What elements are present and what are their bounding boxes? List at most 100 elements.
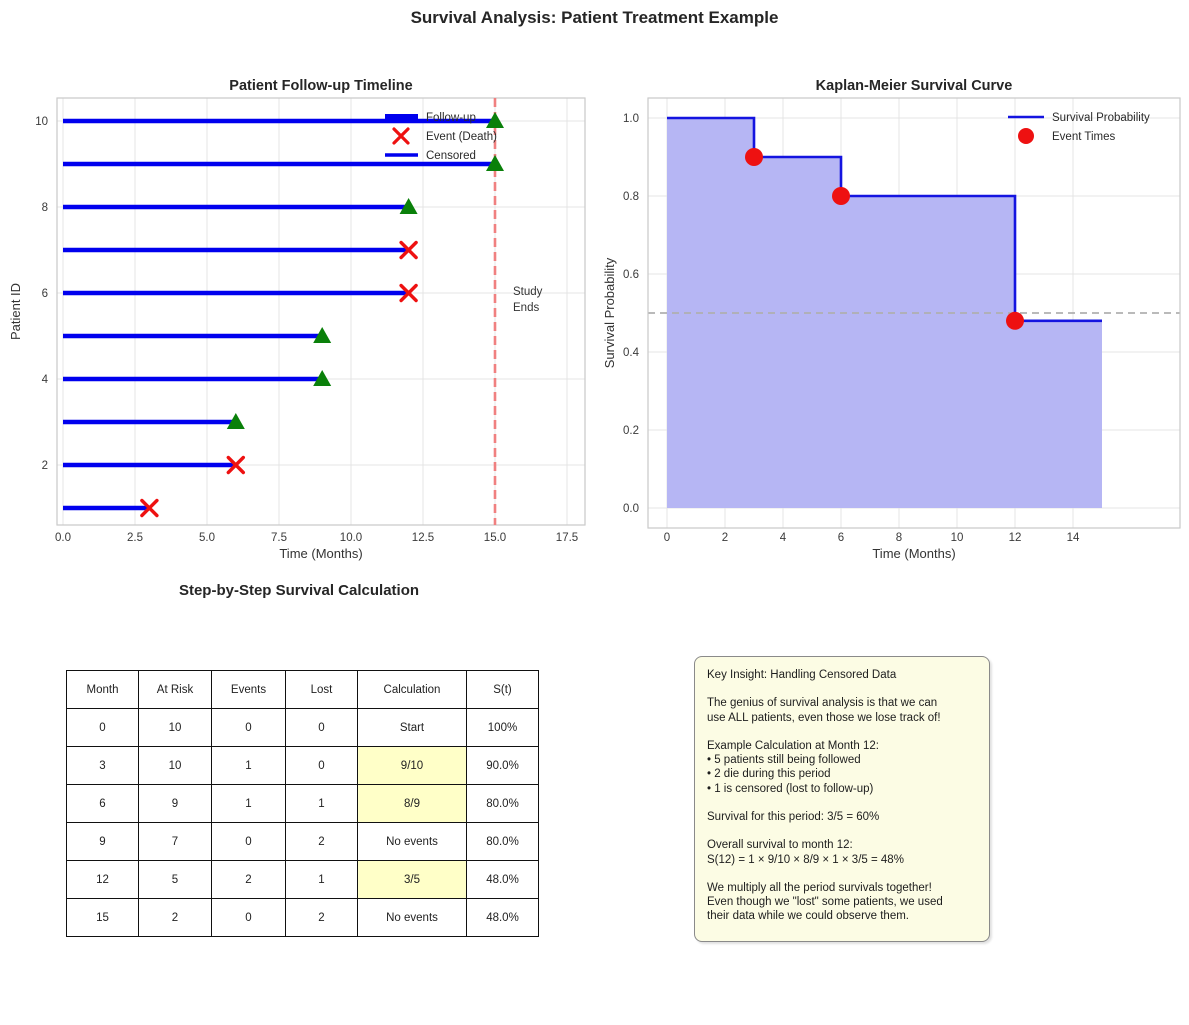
- table-cell: 8/9: [357, 784, 467, 823]
- x-tick-label: 17.5: [556, 532, 578, 544]
- table-header-row: Month At Risk Events Lost Calculation S(t): [66, 670, 539, 709]
- table-cell: 12: [66, 860, 139, 899]
- table-cell: 1: [211, 784, 286, 823]
- table-cell: 10: [138, 708, 212, 747]
- event-x-marker: [399, 240, 418, 260]
- table-cell: 48.0%: [466, 860, 539, 899]
- legend-swatch: [392, 127, 410, 145]
- censored-triangle-marker: [226, 413, 245, 429]
- table-cell: 100%: [466, 708, 539, 747]
- x-tick-label: 10: [951, 532, 964, 544]
- table-cell: 48.0%: [466, 898, 539, 937]
- y-tick-label: 4: [42, 374, 49, 386]
- legend-swatch: [1018, 128, 1034, 144]
- key-insight-box: Key Insight: Handling Censored Data The …: [694, 656, 990, 942]
- table-cell: No events: [357, 898, 467, 937]
- table-cell: 80.0%: [466, 784, 539, 823]
- legend-label: Survival Probability: [1052, 112, 1150, 124]
- table-cell: 7: [138, 822, 212, 861]
- censored-triangle-marker: [399, 198, 418, 214]
- table-cell: 5: [138, 860, 212, 899]
- table-cell: No events: [357, 822, 467, 861]
- event-dot: [1006, 311, 1024, 330]
- table-row: 0 10 0 0 Start 100%: [66, 708, 539, 747]
- km-step-curve: [667, 116, 1102, 323]
- censored-triangle-marker: [313, 327, 332, 343]
- table-cell: 0: [211, 898, 286, 937]
- table-cell: 0: [285, 746, 358, 785]
- table-cell: 2: [138, 898, 212, 937]
- table-cell: 1: [211, 746, 286, 785]
- x-axis-title: Time (Months): [872, 546, 955, 561]
- y-tick-label: 0.2: [623, 425, 639, 437]
- y-axis-title: Survival Probability: [602, 257, 617, 368]
- x-tick-label: 4: [780, 532, 787, 544]
- table-cell: 90.0%: [466, 746, 539, 785]
- table-row: 9 7 0 2 No events 80.0%: [66, 822, 539, 861]
- y-tick-label: 2: [42, 460, 48, 472]
- chart-title: Kaplan-Meier Survival Curve: [816, 78, 1013, 94]
- x-tick-label: 10.0: [340, 532, 362, 544]
- event-x-marker: [399, 283, 418, 303]
- y-tick-label: 0.4: [623, 347, 640, 359]
- x-tick-label: 12: [1009, 532, 1022, 544]
- table-cell: 3: [66, 746, 139, 785]
- table-title: Step-by-Step Survival Calculation: [178, 582, 420, 599]
- x-tick-label: 6: [838, 532, 844, 544]
- table-row: 15 2 0 2 No events 48.0%: [66, 898, 539, 937]
- table-cell: 0: [285, 708, 358, 747]
- table-header-cell: Events: [211, 670, 286, 709]
- x-axis-title: Time (Months): [279, 546, 362, 561]
- x-tick-label: 2: [722, 532, 728, 544]
- legend-label: Event Times: [1052, 131, 1116, 143]
- x-tick-label: 12.5: [412, 532, 434, 544]
- y-tick-label: 0.6: [623, 269, 639, 281]
- key-insight-text: Key Insight: Handling Censored Data The …: [707, 669, 943, 923]
- event-dot: [745, 148, 763, 166]
- x-tick-label: 5.0: [199, 532, 215, 544]
- table-header-cell: Month: [66, 670, 139, 709]
- table-cell: 9/10: [357, 746, 467, 785]
- study-end-label: Study: [513, 286, 543, 298]
- x-tick-label: 0.0: [55, 532, 71, 544]
- x-tick-label: 0: [664, 532, 670, 544]
- table-cell: 6: [66, 784, 139, 823]
- event-dot: [832, 187, 850, 205]
- legend-label: Event (Death): [426, 131, 497, 143]
- table-cell: Start: [357, 708, 467, 747]
- table-cell: 0: [66, 708, 139, 747]
- table-cell: 15: [66, 898, 139, 937]
- table-header-cell: S(t): [466, 670, 539, 709]
- table-cell: 9: [66, 822, 139, 861]
- y-tick-label: 0.0: [623, 503, 639, 515]
- y-tick-label: 0.8: [623, 191, 639, 203]
- table-cell: 10: [138, 746, 212, 785]
- table-cell: 2: [285, 898, 358, 937]
- km-fill-area: [667, 118, 1102, 508]
- timeline-chart: 0.0 2.5 5.0 7.5 10.0 12.5 15.0 17.5 2 4 6 8 10 Study E…: [8, 78, 586, 561]
- chart-title: Patient Follow-up Timeline: [229, 78, 412, 94]
- table-cell: 9: [138, 784, 212, 823]
- censored-triangle-marker: [486, 112, 504, 128]
- x-tick-label: 8: [896, 532, 902, 544]
- table-header-cell: Lost: [285, 670, 358, 709]
- figure-title: Survival Analysis: Patient Treatment Exa…: [410, 8, 779, 27]
- y-axis-title: Patient ID: [8, 283, 23, 340]
- table-header-cell: At Risk: [138, 670, 212, 709]
- table-cell: 3/5: [357, 860, 467, 899]
- legend-label: Censored: [426, 150, 476, 162]
- x-tick-label: 14: [1067, 532, 1080, 544]
- table-cell: 1: [285, 860, 358, 899]
- censored-triangle-marker: [486, 155, 504, 171]
- x-tick-label: 7.5: [271, 532, 287, 544]
- table-header-cell: Calculation: [357, 670, 467, 709]
- table-cell: 80.0%: [466, 822, 539, 861]
- survival-calc-table: Month At Risk Events Lost Calculation S(t) 0 10…: [66, 670, 539, 937]
- legend-label: Follow-up: [426, 112, 476, 124]
- event-x-marker: [140, 498, 159, 518]
- plot-border: [56, 97, 586, 526]
- event-x-marker: [226, 455, 245, 475]
- table-row: 12 5 2 1 3/5 48.0%: [66, 860, 539, 899]
- x-tick-label: 2.5: [127, 532, 143, 544]
